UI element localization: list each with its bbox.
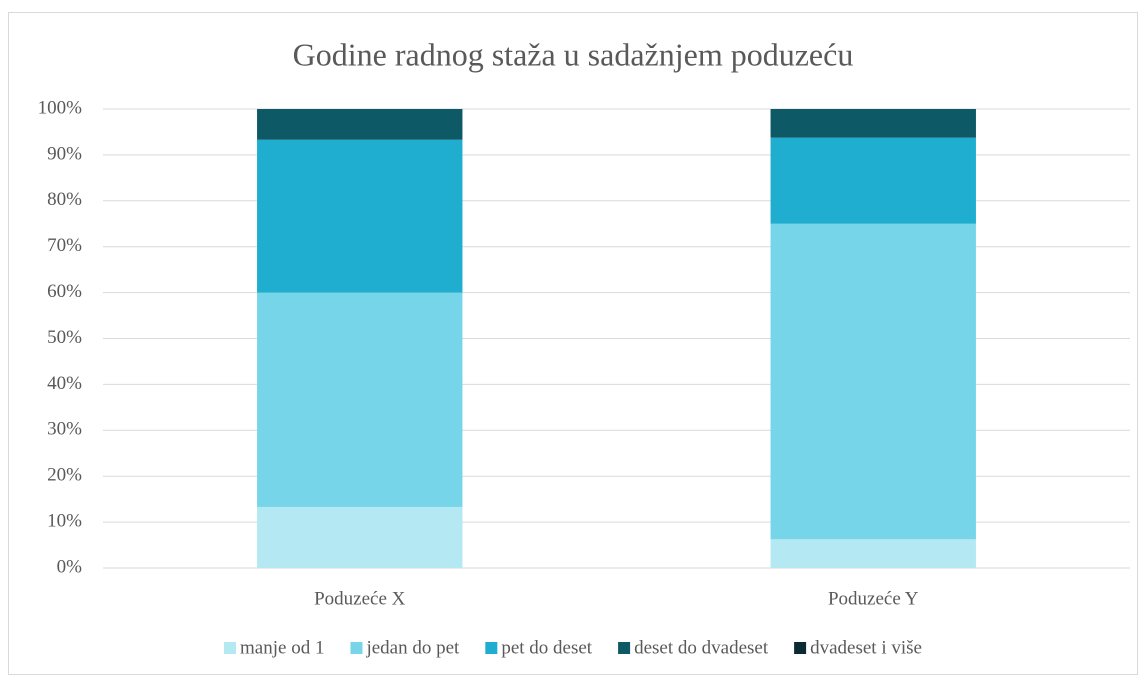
y-tick-label: 30% — [47, 419, 82, 440]
legend-swatch — [618, 642, 631, 654]
y-tick-label: 100% — [38, 97, 83, 118]
legend-label: pet do deset — [501, 637, 592, 658]
y-tick-label: 20% — [47, 465, 82, 486]
legend-label: deset do dvadeset — [634, 637, 769, 658]
y-tick-label: 40% — [47, 373, 82, 394]
legend-swatch — [485, 642, 498, 654]
y-tick-label: 90% — [47, 143, 82, 164]
bar-segment — [770, 539, 976, 568]
chart-title: Godine radnog staža u sadažnjem poduzeću — [293, 36, 854, 72]
bar-segment — [770, 223, 976, 540]
bar-segment — [770, 109, 976, 138]
y-tick-label: 0% — [57, 556, 83, 577]
bar-segment — [257, 292, 463, 507]
legend-label: dvadeset i više — [810, 637, 922, 658]
bar-segment — [257, 109, 463, 140]
y-tick-label: 70% — [47, 235, 82, 256]
legend-label: manje od 1 — [240, 637, 324, 658]
legend-swatch — [350, 642, 363, 654]
y-tick-label: 80% — [47, 189, 82, 210]
y-tick-label: 10% — [47, 510, 82, 531]
y-tick-label: 50% — [47, 327, 82, 348]
legend-swatch — [224, 642, 237, 654]
y-tick-label: 60% — [47, 281, 82, 302]
bar-segment — [770, 137, 976, 224]
legend-swatch — [794, 642, 807, 654]
legend-label: jedan do pet — [365, 637, 460, 658]
x-tick-label: Poduzeće X — [314, 588, 406, 609]
bar-segment — [257, 506, 463, 568]
x-tick-label: Poduzeće Y — [828, 588, 919, 609]
bar-segment — [257, 139, 463, 293]
